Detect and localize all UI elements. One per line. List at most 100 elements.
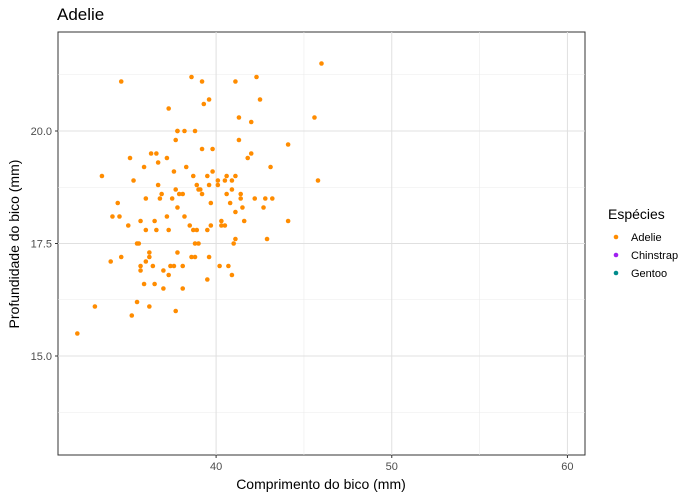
data-point: [312, 115, 317, 120]
data-point: [92, 304, 98, 309]
data-point: [147, 250, 152, 255]
data-point: [192, 128, 198, 134]
data-point: [248, 119, 254, 125]
data-point: [241, 218, 247, 224]
data-point: [215, 182, 221, 188]
data-point: [206, 97, 212, 102]
data-point: [190, 173, 196, 179]
x-axis-title: Comprimento do bico (mm): [236, 476, 406, 492]
data-point: [217, 263, 222, 269]
data-point: [227, 200, 233, 206]
data-point: [134, 299, 140, 305]
data-point: [182, 128, 187, 134]
data-point: [261, 205, 266, 210]
data-point: [224, 191, 229, 197]
data-point: [233, 209, 238, 215]
data-point: [222, 178, 228, 183]
data-point: [229, 272, 235, 278]
legend-label: Adelie: [631, 232, 662, 244]
data-point: [192, 241, 198, 246]
data-point: [231, 241, 236, 246]
data-point: [192, 254, 198, 260]
data-point: [138, 218, 143, 224]
x-tick-label: 40: [210, 461, 222, 473]
data-point: [148, 151, 154, 156]
data-point: [154, 227, 159, 233]
data-point: [171, 169, 177, 174]
data-point: [205, 227, 210, 233]
data-point: [252, 196, 258, 201]
data-point: [190, 227, 196, 233]
data-point: [285, 218, 291, 224]
data-point: [155, 182, 161, 188]
data-point: [115, 200, 121, 206]
data-point: [194, 227, 200, 233]
data-point: [236, 115, 242, 120]
data-point: [215, 178, 221, 183]
x-tick-label: 50: [386, 461, 398, 473]
data-point: [206, 254, 212, 260]
data-point: [222, 223, 228, 228]
data-point: [264, 236, 270, 242]
data-point: [143, 196, 149, 201]
data-point: [262, 196, 268, 201]
x-tick-label: 60: [561, 461, 573, 473]
data-point: [238, 191, 243, 197]
data-point: [205, 277, 210, 282]
data-point: [210, 169, 215, 174]
data-point: [182, 214, 187, 219]
data-point: [159, 191, 164, 197]
data-point: [183, 164, 189, 170]
data-point: [208, 200, 214, 206]
data-point: [166, 106, 171, 111]
data-point: [219, 218, 224, 224]
data-point: [194, 182, 200, 188]
data-point: [129, 313, 135, 318]
data-point: [199, 79, 205, 84]
data-point: [108, 259, 113, 264]
legend-label: Chinstrap: [631, 250, 678, 262]
data-point: [161, 286, 166, 291]
data-point: [173, 187, 178, 192]
data-point: [180, 263, 186, 269]
data-point: [152, 218, 157, 224]
data-point: [240, 205, 245, 210]
data-point: [205, 173, 210, 179]
data-point: [233, 173, 238, 179]
data-point: [168, 263, 173, 269]
data-point: [150, 263, 156, 269]
data-point: [233, 79, 238, 84]
data-point: [175, 205, 180, 210]
data-point: [173, 308, 178, 314]
data-point: [210, 146, 215, 152]
data-point: [117, 214, 122, 219]
data-point: [154, 151, 159, 156]
data-point: [248, 151, 254, 156]
data-point: [176, 191, 182, 197]
data-point: [268, 164, 273, 170]
data-point: [169, 196, 175, 201]
data-point: [125, 223, 131, 228]
data-point: [138, 268, 143, 273]
data-point: [141, 281, 147, 287]
data-point: [143, 259, 149, 264]
y-tick-label: 15.0: [31, 351, 52, 363]
data-point: [164, 214, 170, 219]
data-point: [147, 304, 152, 309]
data-point: [224, 173, 229, 179]
data-point: [164, 155, 170, 161]
data-point: [189, 74, 194, 80]
data-point: [199, 146, 205, 152]
data-point: [187, 223, 193, 228]
data-point: [226, 263, 231, 269]
grid-lines: [58, 32, 585, 455]
data-point: [175, 128, 180, 134]
y-axis-title: Profundidade do bico (mm): [6, 160, 22, 329]
data-point: [254, 74, 259, 80]
data-point: [236, 137, 242, 143]
data-point: [319, 61, 324, 66]
data-point: [201, 101, 207, 107]
data-point: [118, 254, 124, 260]
data-point: [161, 268, 166, 273]
